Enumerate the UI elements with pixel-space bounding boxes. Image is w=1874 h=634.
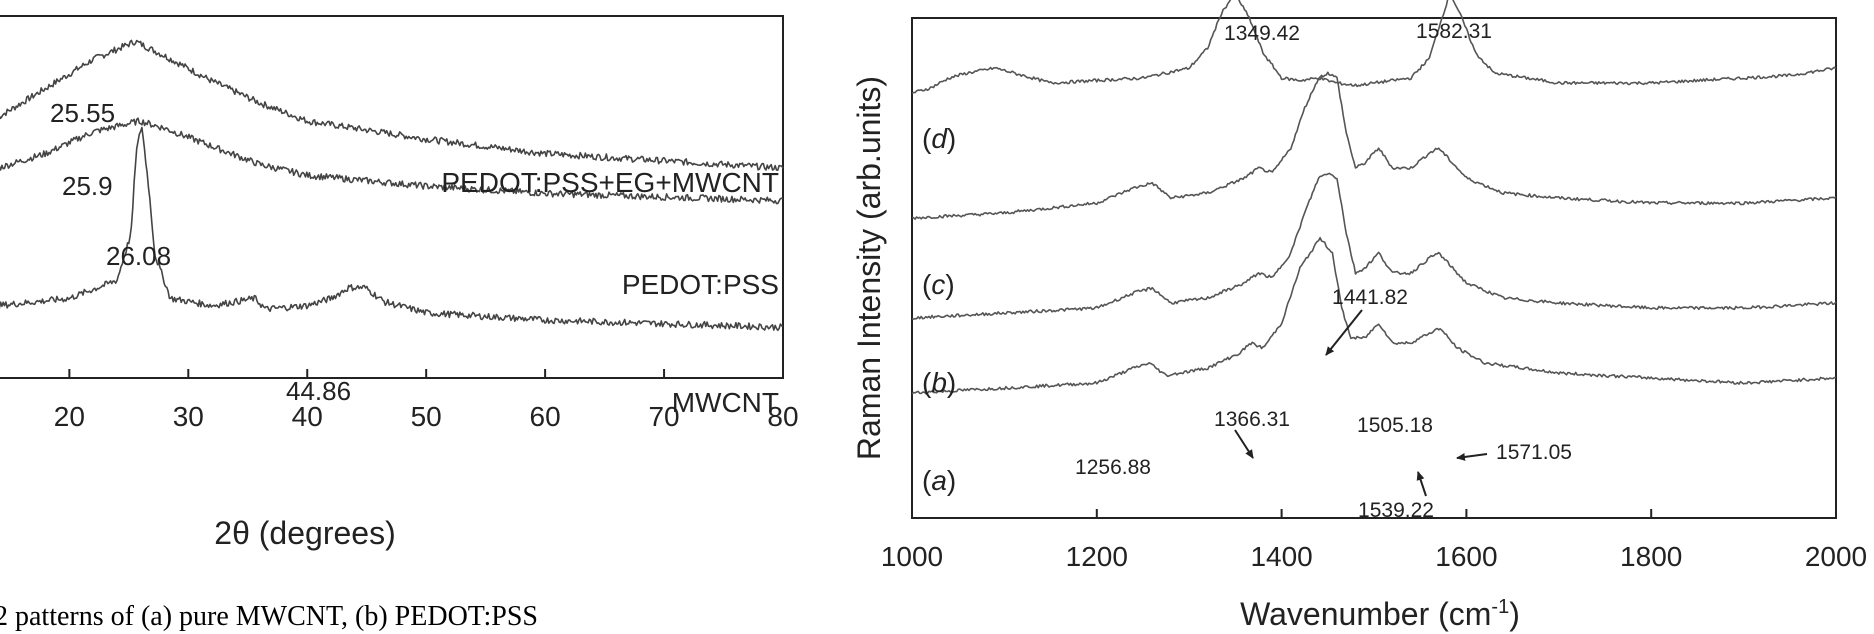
svg-text:(c): (c) — [922, 269, 955, 300]
x-tick-label: 80 — [767, 401, 798, 432]
xrd-chart: 20 30 40 50 60 70 80 25.55 25.9 26.08 44.86 PE… — [0, 15, 799, 551]
xrd-series-label: PEDOT:PSS — [622, 269, 779, 300]
x-tick-label: 30 — [173, 401, 204, 432]
annotation-arrow — [1456, 452, 1488, 461]
x-tick-label: 60 — [530, 401, 561, 432]
x-tick-label: 1800 — [1620, 541, 1682, 572]
svg-text:(b): (b) — [922, 367, 956, 398]
xrd-series-label: PEDOT:PSS+EG+MWCNT — [441, 167, 779, 198]
x-tick-label: 1400 — [1250, 541, 1312, 572]
raman-peak-label: 1366.31 — [1214, 408, 1290, 431]
figure-caption: 2 patterns of (a) pure MWCNT, (b) PEDOT:… — [0, 601, 539, 632]
xrd-x-axis-title: 2θ (degrees) — [214, 515, 395, 551]
x-tick-label: 2000 — [1805, 541, 1867, 572]
series-line — [0, 39, 784, 171]
xrd-peak-label: 44.86 — [286, 376, 351, 406]
xrd-series-label: MWCNT — [672, 387, 779, 418]
raman-peak-label: 1256.88 — [1075, 456, 1151, 479]
raman-peak-label: 1505.18 — [1357, 414, 1433, 437]
xrd-peak-label: 25.55 — [50, 98, 115, 128]
xrd-series-group — [0, 39, 784, 332]
xrd-peak-label: 26.08 — [106, 241, 171, 271]
svg-text:(d): (d) — [922, 123, 956, 154]
series-line — [0, 117, 784, 205]
series-line — [0, 126, 784, 332]
raman-x-ticks — [911, 509, 1837, 518]
raman-peak-label: 1571.05 — [1496, 441, 1572, 464]
x-tick-label: 1200 — [1066, 541, 1128, 572]
series-letter: a — [931, 465, 947, 496]
x-tick-label: 1000 — [881, 541, 943, 572]
series-letter: c — [931, 269, 945, 300]
series-line — [911, 172, 1837, 320]
xrd-peak-label: 25.9 — [62, 171, 113, 201]
raman-peak-label: 1539.22 — [1358, 499, 1434, 522]
x-tick-label: 1600 — [1435, 541, 1497, 572]
raman-tick-labels: 1000 1200 1400 1600 1800 2000 — [881, 541, 1867, 572]
series-line — [911, 71, 1837, 220]
x-tick-label: 50 — [411, 401, 442, 432]
raman-y-axis-title: Raman Intensity (arb.units) — [851, 76, 887, 460]
annotation-arrow — [1234, 429, 1254, 459]
raman-x-axis-title: Wavenumber (cm-1) — [1240, 596, 1520, 632]
xrd-plot-frame — [0, 15, 784, 379]
xrd-tick-labels: 20 30 40 50 60 70 80 — [54, 401, 799, 432]
raman-series-label-a: (a) — [922, 465, 956, 496]
x-tick-label: 20 — [54, 401, 85, 432]
raman-series-label-c: (c) — [922, 269, 955, 300]
series-letter: b — [931, 367, 947, 398]
raman-peak-label: 1349.42 — [1224, 22, 1300, 45]
series-line — [911, 0, 1837, 95]
x-tick-label: 40 — [292, 401, 323, 432]
svg-text:(a): (a) — [922, 465, 956, 496]
series-letter: d — [931, 123, 948, 154]
raman-plot-frame — [911, 17, 1837, 519]
annotation-arrow — [1416, 471, 1427, 497]
raman-series-group — [911, 0, 1837, 395]
raman-series-label-d: (d) — [922, 123, 956, 154]
raman-peak-label: 1441.82 — [1332, 286, 1408, 309]
xrd-x-ticks — [68, 369, 784, 378]
x-tick-label: 70 — [648, 401, 679, 432]
series-line — [911, 236, 1837, 395]
annotation-arrow — [1325, 309, 1363, 356]
raman-chart: 1000 1200 1400 1600 1800 2000 (d) (c) (b) (a)… — [851, 0, 1867, 632]
raman-peak-label: 1582.31 — [1416, 20, 1492, 43]
raman-series-label-b: (b) — [922, 367, 956, 398]
